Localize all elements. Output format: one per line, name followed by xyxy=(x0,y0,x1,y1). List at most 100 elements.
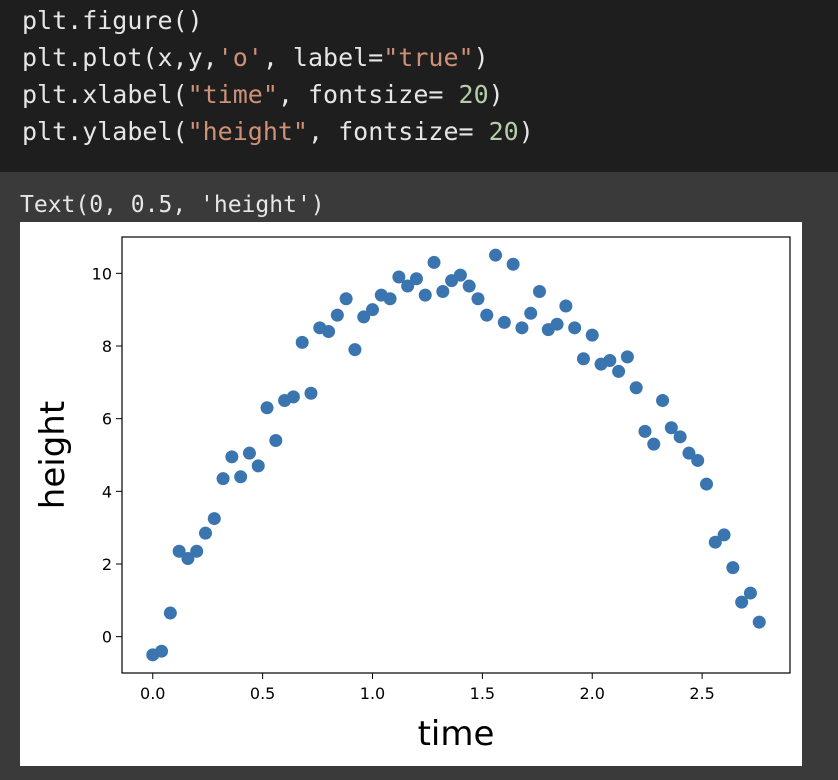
data-point xyxy=(673,430,687,444)
code-token: ) xyxy=(518,117,534,146)
cell-output-text: Text(0, 0.5, 'height') xyxy=(20,192,325,218)
data-point xyxy=(647,437,661,451)
data-point xyxy=(172,544,186,558)
code-token: ) xyxy=(488,80,504,109)
data-point xyxy=(717,528,731,542)
data-point xyxy=(559,299,573,313)
code-line-4: plt.ylabel("height", fontsize= 20) xyxy=(22,113,534,150)
data-point xyxy=(453,268,467,282)
x-axis-ticks: 0.0 0.5 1.0 1.5 2.0 2.5 xyxy=(140,673,715,703)
data-point xyxy=(524,306,538,320)
data-point xyxy=(286,390,300,404)
data-point xyxy=(295,335,309,349)
data-point xyxy=(752,615,766,629)
data-point xyxy=(743,586,757,600)
code-token: plt.xlabel( xyxy=(22,80,188,109)
code-token: , label= xyxy=(262,43,384,72)
data-point xyxy=(181,552,195,566)
data-point xyxy=(726,561,740,575)
data-point xyxy=(427,255,441,269)
code-token: plt.ylabel( xyxy=(22,117,188,146)
code-token: ) xyxy=(473,43,489,72)
data-point xyxy=(199,526,212,540)
data-point xyxy=(656,394,670,407)
x-tick-label: 2.5 xyxy=(689,684,714,703)
y-tick-label: 4 xyxy=(102,482,112,501)
y-axis-ticks: 0 2 4 6 8 10 xyxy=(92,264,122,647)
x-axis-label: time xyxy=(418,714,495,754)
data-point xyxy=(638,424,652,438)
data-point xyxy=(497,315,511,329)
data-point xyxy=(682,446,696,460)
code-token: , fontsize= xyxy=(277,80,459,109)
y-tick-label: 2 xyxy=(102,555,112,574)
data-point xyxy=(533,285,546,298)
x-tick-label: 1.0 xyxy=(360,684,385,703)
plot-output: 0 2 4 6 8 10 0.0 0.5 1.0 1.5 2.0 2.5 time height xyxy=(20,222,802,766)
data-point xyxy=(304,386,318,400)
code-token: plt.figure() xyxy=(22,6,203,35)
data-point xyxy=(471,292,485,306)
code-token: "time" xyxy=(187,80,278,109)
y-tick-label: 6 xyxy=(102,410,112,429)
y-tick-label: 0 xyxy=(102,628,112,647)
x-tick-label: 2.0 xyxy=(580,684,605,703)
code-token: "true" xyxy=(383,43,474,72)
data-point xyxy=(515,321,529,335)
data-point xyxy=(225,450,239,464)
data-point xyxy=(357,310,371,324)
scatter-chart: 0 2 4 6 8 10 0.0 0.5 1.0 1.5 2.0 2.5 time height xyxy=(33,236,791,754)
data-point xyxy=(629,381,643,395)
data-point xyxy=(436,285,450,298)
code-token: 'o' xyxy=(217,43,263,72)
code-line-2: plt.plot(x,y,'o', label="true") xyxy=(22,39,489,76)
data-point xyxy=(234,470,248,484)
data-point xyxy=(735,595,749,609)
data-point xyxy=(480,308,494,322)
data-point xyxy=(612,364,626,378)
code-token: 20 xyxy=(458,80,489,109)
data-point xyxy=(155,644,169,658)
y-tick-label: 8 xyxy=(102,337,112,356)
data-point xyxy=(339,292,353,306)
data-point xyxy=(576,352,590,366)
data-point xyxy=(401,279,415,293)
data-point xyxy=(462,279,476,293)
data-point xyxy=(163,606,177,620)
data-point xyxy=(700,477,713,491)
y-axis-label: height xyxy=(33,401,73,509)
data-point xyxy=(330,308,344,322)
x-tick-label: 0.5 xyxy=(250,684,275,703)
code-token: , fontsize= xyxy=(308,117,489,146)
data-point xyxy=(409,272,423,286)
data-point xyxy=(269,433,283,447)
data-points xyxy=(146,248,766,662)
data-point xyxy=(190,544,204,558)
x-tick-label: 0.0 xyxy=(140,684,165,703)
x-tick-label: 1.5 xyxy=(470,684,495,703)
data-point xyxy=(348,343,362,357)
code-token: "height" xyxy=(187,117,308,146)
data-point xyxy=(392,270,406,284)
code-token: 20 xyxy=(488,117,519,146)
data-point xyxy=(620,350,634,364)
code-line-1: plt.figure() xyxy=(22,2,203,39)
y-tick-label: 10 xyxy=(92,264,112,283)
data-point xyxy=(568,321,582,335)
data-point xyxy=(708,535,722,549)
data-point xyxy=(322,324,336,338)
code-line-3: plt.xlabel("time", fontsize= 20) xyxy=(22,76,504,113)
data-point xyxy=(603,354,617,368)
data-point xyxy=(242,446,256,460)
data-point xyxy=(585,328,599,342)
data-point xyxy=(506,257,520,271)
code-token: plt.plot(x,y, xyxy=(22,43,218,72)
data-point xyxy=(216,472,230,486)
data-point xyxy=(383,292,397,306)
data-point xyxy=(251,459,265,473)
data-point xyxy=(207,512,221,526)
data-point xyxy=(664,421,678,435)
data-point xyxy=(691,453,705,467)
data-point xyxy=(418,288,432,302)
code-cell[interactable]: plt.figure() plt.plot(x,y,'o', label="tr… xyxy=(0,0,838,172)
